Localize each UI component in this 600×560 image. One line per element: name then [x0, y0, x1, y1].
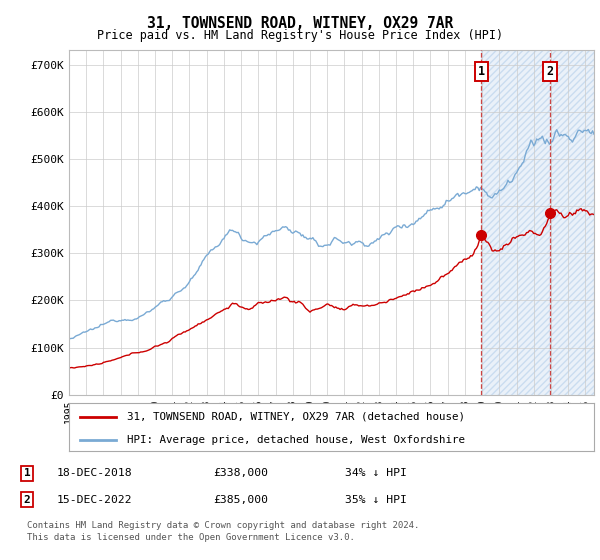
Text: 34% ↓ HPI: 34% ↓ HPI: [345, 468, 407, 478]
Text: £385,000: £385,000: [213, 494, 268, 505]
Text: Price paid vs. HM Land Registry's House Price Index (HPI): Price paid vs. HM Land Registry's House …: [97, 29, 503, 42]
Text: 35% ↓ HPI: 35% ↓ HPI: [345, 494, 407, 505]
Text: Contains HM Land Registry data © Crown copyright and database right 2024.: Contains HM Land Registry data © Crown c…: [27, 521, 419, 530]
Text: 31, TOWNSEND ROAD, WITNEY, OX29 7AR (detached house): 31, TOWNSEND ROAD, WITNEY, OX29 7AR (det…: [127, 412, 465, 422]
Text: 2: 2: [23, 494, 31, 505]
Text: 1: 1: [478, 65, 485, 78]
Text: 31, TOWNSEND ROAD, WITNEY, OX29 7AR: 31, TOWNSEND ROAD, WITNEY, OX29 7AR: [147, 16, 453, 31]
Text: 18-DEC-2018: 18-DEC-2018: [57, 468, 133, 478]
Text: 15-DEC-2022: 15-DEC-2022: [57, 494, 133, 505]
Text: This data is licensed under the Open Government Licence v3.0.: This data is licensed under the Open Gov…: [27, 533, 355, 542]
Bar: [481, 50, 594, 395]
Text: 1: 1: [23, 468, 31, 478]
Bar: [481, 50, 594, 395]
Text: 2: 2: [547, 65, 554, 78]
Text: £338,000: £338,000: [213, 468, 268, 478]
Text: HPI: Average price, detached house, West Oxfordshire: HPI: Average price, detached house, West…: [127, 435, 465, 445]
